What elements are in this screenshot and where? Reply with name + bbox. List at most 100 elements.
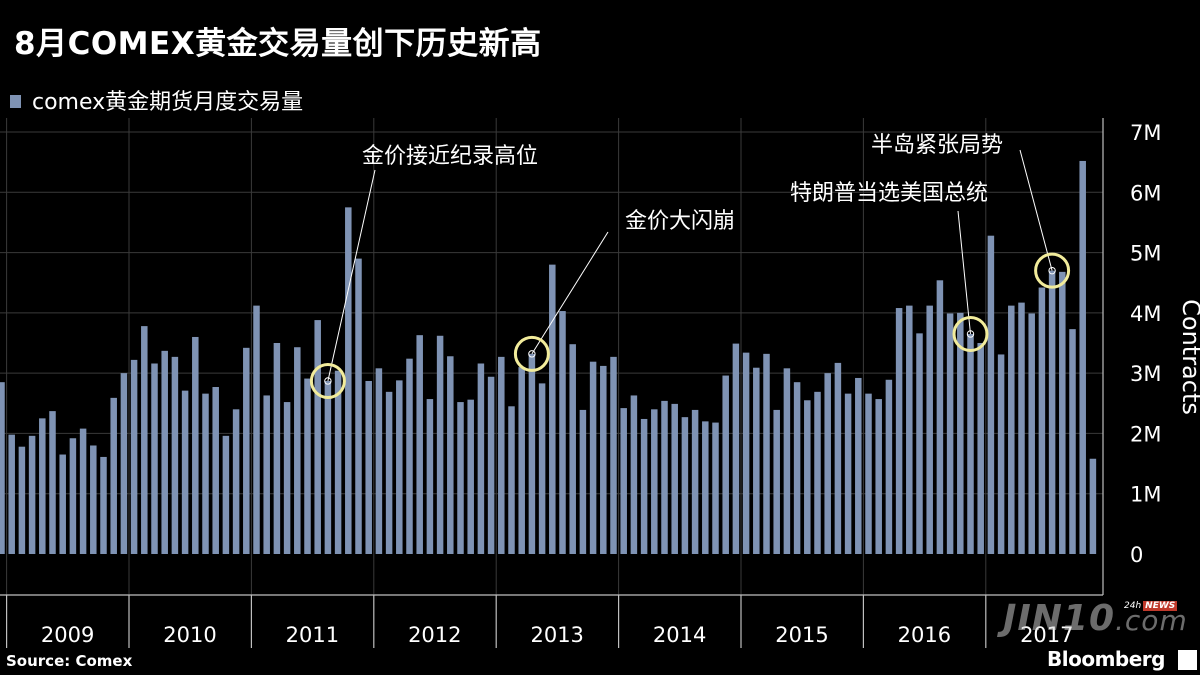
bar [712,422,719,554]
bar [528,353,536,554]
bar [355,258,362,554]
bar [426,399,434,554]
bar [997,354,1005,554]
bar [294,347,301,554]
annotation-dot [1048,266,1056,275]
y-tick-label: 2M [1130,422,1161,446]
bar [946,313,954,554]
x-tick-label: 2010 [163,623,216,647]
bar [498,356,505,554]
bar [120,373,128,554]
bar [538,383,546,554]
bar [396,380,403,554]
bar [916,333,923,554]
bar [314,320,321,554]
bar [640,418,648,554]
annotation-dot [324,377,332,385]
bar [18,446,26,554]
bar [151,363,158,554]
chart-title: 8月COMEX黄金交易量创下历史新高 [14,26,542,62]
bar [8,434,15,554]
source-label: Source: Comex [6,652,133,670]
bar [59,454,66,554]
bar [161,350,168,554]
bar [345,207,352,554]
bar [273,343,281,554]
bar [436,335,444,554]
bars [0,160,1097,555]
bar [579,409,587,554]
x-tick-label: 2015 [775,623,828,647]
bar [130,359,138,554]
bar [141,326,148,554]
bar [283,402,291,554]
bar [865,393,872,554]
bar [681,417,689,554]
bar [0,382,5,554]
bar [773,409,780,554]
x-tick-label: 2016 [898,623,951,647]
annotation-label: 金价大闪崩 [625,209,735,234]
bar [783,368,791,554]
bar [1079,160,1086,555]
bar [844,393,852,554]
bar [49,411,56,554]
bar [855,377,862,554]
bar [814,391,821,554]
bar [212,387,219,554]
bar [875,399,882,554]
bar [763,353,770,554]
annotation-leader [531,231,609,355]
annotation-label: 特朗普当选美国总统 [790,181,988,206]
bar [69,438,77,554]
x-tick-label: 2017 [1020,623,1073,647]
bloomberg-logo: Bloomberg [1047,647,1165,671]
bar [1048,270,1056,554]
bar [39,418,46,554]
y-tick-label: 1M [1130,483,1161,507]
bar [957,312,964,554]
bar [926,305,933,554]
bar [589,361,597,554]
bar [691,409,699,554]
legend-swatch [10,95,21,108]
bar [263,395,270,554]
watermark-badge: 24h NEWS [1124,601,1178,611]
axes: 0 1M 2M 3M 4M 5M 6M 7M 2009 2010 2011 2012 2013 2014 2… [0,118,1200,648]
x-tick-label: 2013 [530,623,583,647]
bar [722,375,729,554]
bar [651,409,658,554]
y-tick-label: 6M [1130,181,1161,205]
highlight-circle [309,362,346,399]
bar [987,235,995,555]
bar [753,367,760,554]
bar [477,363,485,554]
bar [1059,271,1066,554]
bar [508,406,515,554]
bar [518,367,525,554]
bar [90,445,97,554]
bar [181,390,189,554]
annotation-leader [957,210,971,335]
bar [559,311,566,554]
y-tick-label: 3M [1130,362,1161,386]
bar [457,402,464,554]
bar [416,335,423,554]
x-tick-label: 2012 [408,623,461,647]
y-tick-label: 7M [1130,121,1161,145]
annotation-label: 金价接近纪录高位 [362,144,538,169]
annotation-label: 半岛紧张局势 [871,133,1003,158]
bar [1089,458,1097,554]
bar [885,379,893,554]
bar [192,336,199,554]
watermark-badge-label: NEWS [1143,601,1178,611]
y-tick-label: 4M [1130,302,1161,326]
bar [1018,302,1025,554]
bar [243,347,250,554]
bar [171,356,179,554]
bar [967,333,974,554]
bar [742,352,750,554]
y-tick-label: 0 [1130,543,1143,567]
